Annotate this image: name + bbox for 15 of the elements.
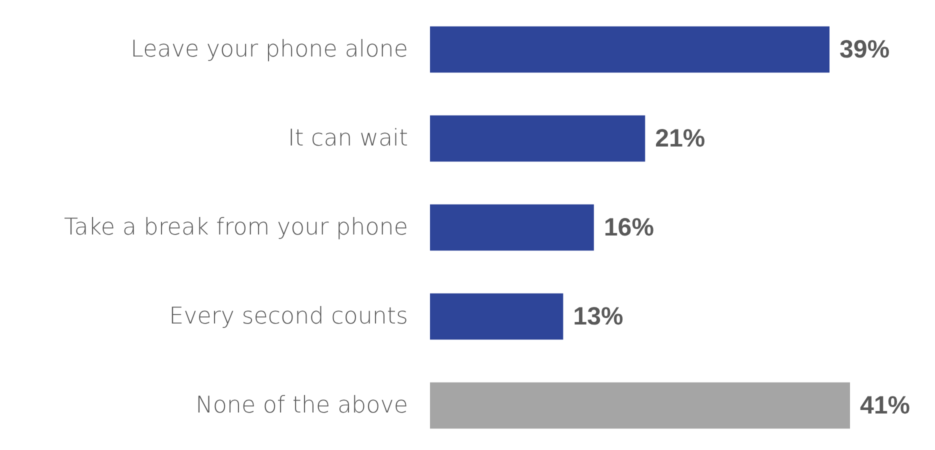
bar	[430, 382, 850, 429]
y-tick-label: Take a break from your phone	[64, 214, 408, 240]
data-label: 39%	[840, 36, 890, 64]
y-tick-label: None of the above	[196, 392, 408, 418]
y-tick-label: Leave your phone alone	[130, 36, 408, 62]
data-label: 13%	[573, 302, 624, 330]
bar	[430, 204, 594, 251]
data-label: 21%	[655, 124, 706, 152]
data-label: 16%	[604, 214, 654, 242]
bar	[430, 293, 564, 340]
y-tick-label: Every second counts	[169, 304, 408, 330]
data-label: 41%	[860, 392, 910, 420]
bar	[430, 26, 830, 73]
bar	[430, 115, 646, 162]
y-tick-label: It can wait	[288, 126, 408, 152]
